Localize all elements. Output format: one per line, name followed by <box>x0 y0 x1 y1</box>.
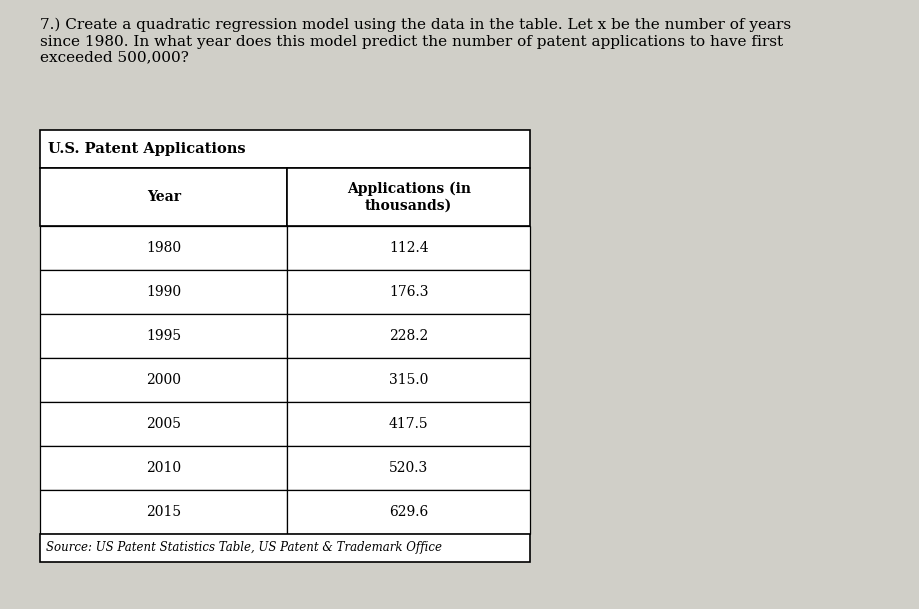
Text: 2015: 2015 <box>146 505 181 519</box>
Text: 2010: 2010 <box>146 461 181 475</box>
Bar <box>287 270 529 314</box>
Bar <box>287 402 529 446</box>
Text: 2005: 2005 <box>146 417 181 431</box>
Text: 2000: 2000 <box>146 373 181 387</box>
Bar <box>40 490 287 534</box>
Bar <box>40 534 529 562</box>
Text: U.S. Patent Applications: U.S. Patent Applications <box>48 142 245 156</box>
Bar <box>40 226 287 270</box>
Text: 520.3: 520.3 <box>389 461 428 475</box>
Text: 1995: 1995 <box>146 329 181 343</box>
Bar <box>287 314 529 358</box>
Text: 629.6: 629.6 <box>389 505 428 519</box>
Text: Source: US Patent Statistics Table, US Patent & Trademark Office: Source: US Patent Statistics Table, US P… <box>46 541 441 555</box>
Bar <box>40 168 287 226</box>
Text: 112.4: 112.4 <box>389 241 428 255</box>
Bar <box>40 402 287 446</box>
Text: 7.) Create a quadratic regression model using the data in the table. Let x be th: 7.) Create a quadratic regression model … <box>40 18 790 65</box>
Text: 315.0: 315.0 <box>389 373 428 387</box>
Bar <box>40 314 287 358</box>
Bar <box>287 226 529 270</box>
Bar <box>287 168 529 226</box>
Bar <box>40 270 287 314</box>
Bar <box>287 446 529 490</box>
Text: 228.2: 228.2 <box>389 329 428 343</box>
Text: Applications (in
thousands): Applications (in thousands) <box>346 181 471 213</box>
Bar <box>287 490 529 534</box>
Text: Year: Year <box>146 190 180 204</box>
Text: 176.3: 176.3 <box>389 285 428 299</box>
Bar <box>40 130 529 168</box>
Text: 417.5: 417.5 <box>389 417 428 431</box>
Text: 1990: 1990 <box>146 285 181 299</box>
Bar <box>40 358 287 402</box>
Bar <box>287 358 529 402</box>
Text: 1980: 1980 <box>146 241 181 255</box>
Bar <box>40 446 287 490</box>
